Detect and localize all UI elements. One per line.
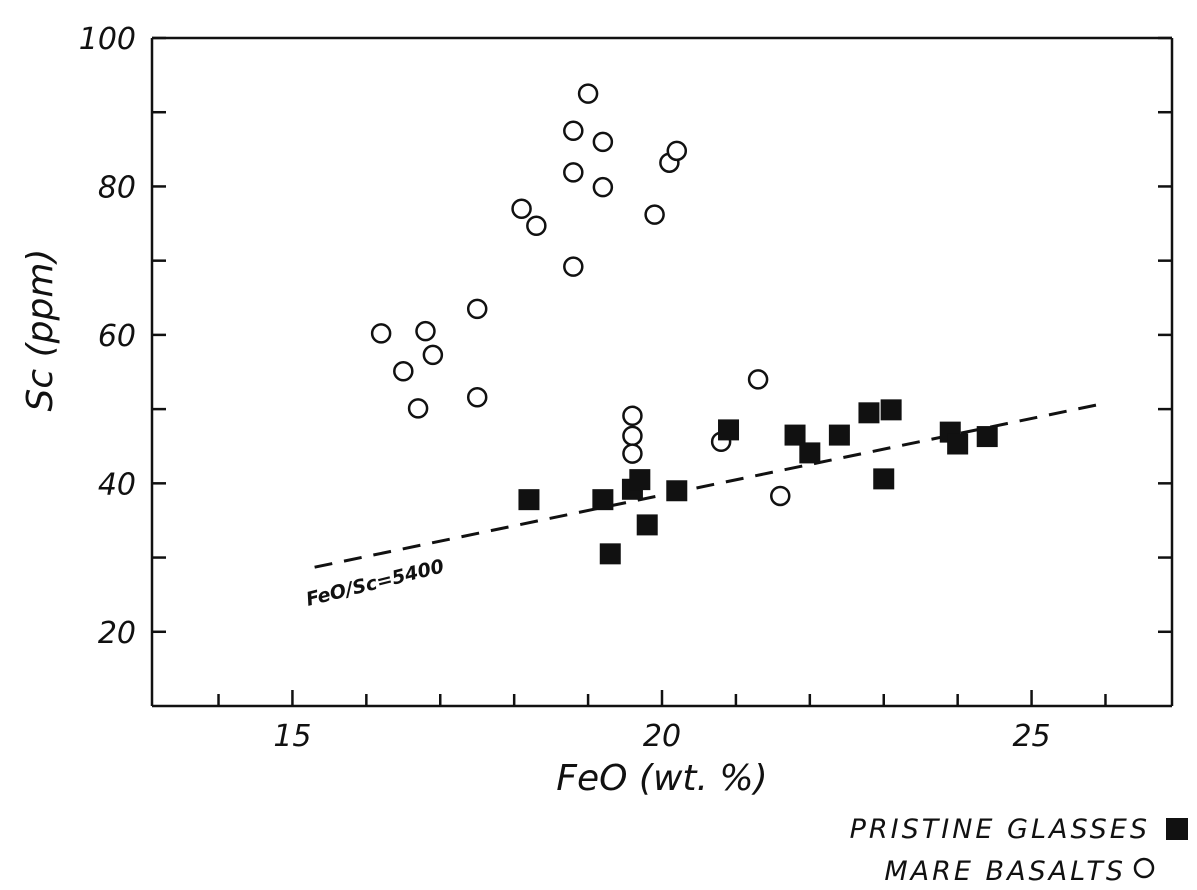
data-point-mare-basalt bbox=[511, 198, 532, 219]
data-point-mare-basalt bbox=[415, 320, 436, 342]
legend: PRISTINE GLASSES MARE BASALTS bbox=[850, 814, 1188, 887]
y-tick-label: 100 bbox=[79, 22, 136, 57]
data-point-mare-basalt bbox=[770, 485, 791, 507]
data-point-pristine-glass bbox=[828, 424, 850, 446]
data-point-mare-basalt bbox=[526, 215, 547, 237]
data-point-pristine-glass bbox=[947, 433, 969, 455]
series-mare-basalts bbox=[370, 83, 791, 507]
x-tick-label: 25 bbox=[1012, 719, 1050, 754]
legend-label-pristine-glasses: PRISTINE GLASSES bbox=[850, 814, 1150, 845]
data-point-mare-basalt bbox=[622, 443, 643, 464]
data-point-mare-basalt bbox=[666, 140, 688, 162]
data-point-mare-basalt bbox=[422, 344, 444, 366]
data-point-pristine-glass bbox=[629, 469, 651, 491]
data-point-pristine-glass bbox=[636, 514, 658, 536]
y-tick-label: 20 bbox=[98, 616, 136, 651]
data-point-pristine-glass bbox=[799, 442, 821, 464]
data-point-mare-basalt bbox=[747, 369, 769, 390]
x-tick-label: 20 bbox=[643, 719, 681, 754]
reference-line bbox=[314, 403, 1099, 569]
data-point-pristine-glass bbox=[592, 489, 614, 511]
data-point-mare-basalt bbox=[622, 405, 643, 427]
data-point-pristine-glass bbox=[518, 489, 540, 511]
data-point-mare-basalt bbox=[466, 298, 488, 320]
y-tick-label: 80 bbox=[98, 170, 136, 205]
legend-label-mare-basalts: MARE BASALTS bbox=[884, 856, 1126, 887]
y-axis-title: Sc (ppm) bbox=[20, 249, 61, 412]
y-tick-label: 60 bbox=[98, 319, 136, 354]
data-point-mare-basalt bbox=[577, 83, 599, 104]
data-point-mare-basalt bbox=[393, 361, 414, 382]
data-point-pristine-glass bbox=[880, 399, 902, 421]
legend-marker-filled-square bbox=[1166, 818, 1188, 840]
data-point-mare-basalt bbox=[370, 323, 392, 344]
series-pristine-glasses bbox=[518, 399, 998, 565]
legend-marker-open-circle bbox=[1133, 857, 1155, 879]
data-point-mare-basalt bbox=[563, 256, 584, 277]
data-point-mare-basalt bbox=[592, 176, 614, 198]
data-point-mare-basalt bbox=[466, 386, 488, 408]
axis-ticks bbox=[152, 36, 1172, 706]
data-point-pristine-glass bbox=[666, 480, 688, 502]
plot-frame bbox=[150, 36, 1174, 708]
tick-labels: 15 20 25 20 40 60 80 100 bbox=[79, 22, 1051, 754]
data-point-mare-basalt bbox=[563, 120, 584, 142]
data-point-mare-basalt bbox=[644, 204, 665, 225]
data-point-mare-basalt bbox=[622, 425, 643, 447]
y-tick-label: 40 bbox=[98, 467, 136, 502]
data-point-mare-basalt bbox=[592, 131, 614, 153]
data-point-pristine-glass bbox=[718, 419, 740, 441]
data-point-pristine-glass bbox=[976, 426, 998, 448]
data-point-pristine-glass bbox=[858, 402, 880, 424]
reference-line-group bbox=[314, 403, 1099, 569]
data-point-pristine-glass bbox=[784, 424, 806, 446]
data-point-mare-basalt bbox=[407, 398, 429, 419]
data-point-mare-basalt bbox=[563, 162, 584, 183]
x-axis-title: FeO (wt. %) bbox=[556, 758, 767, 799]
data-point-pristine-glass bbox=[873, 468, 895, 490]
data-point-pristine-glass bbox=[599, 543, 621, 565]
x-tick-label: 15 bbox=[273, 719, 311, 754]
